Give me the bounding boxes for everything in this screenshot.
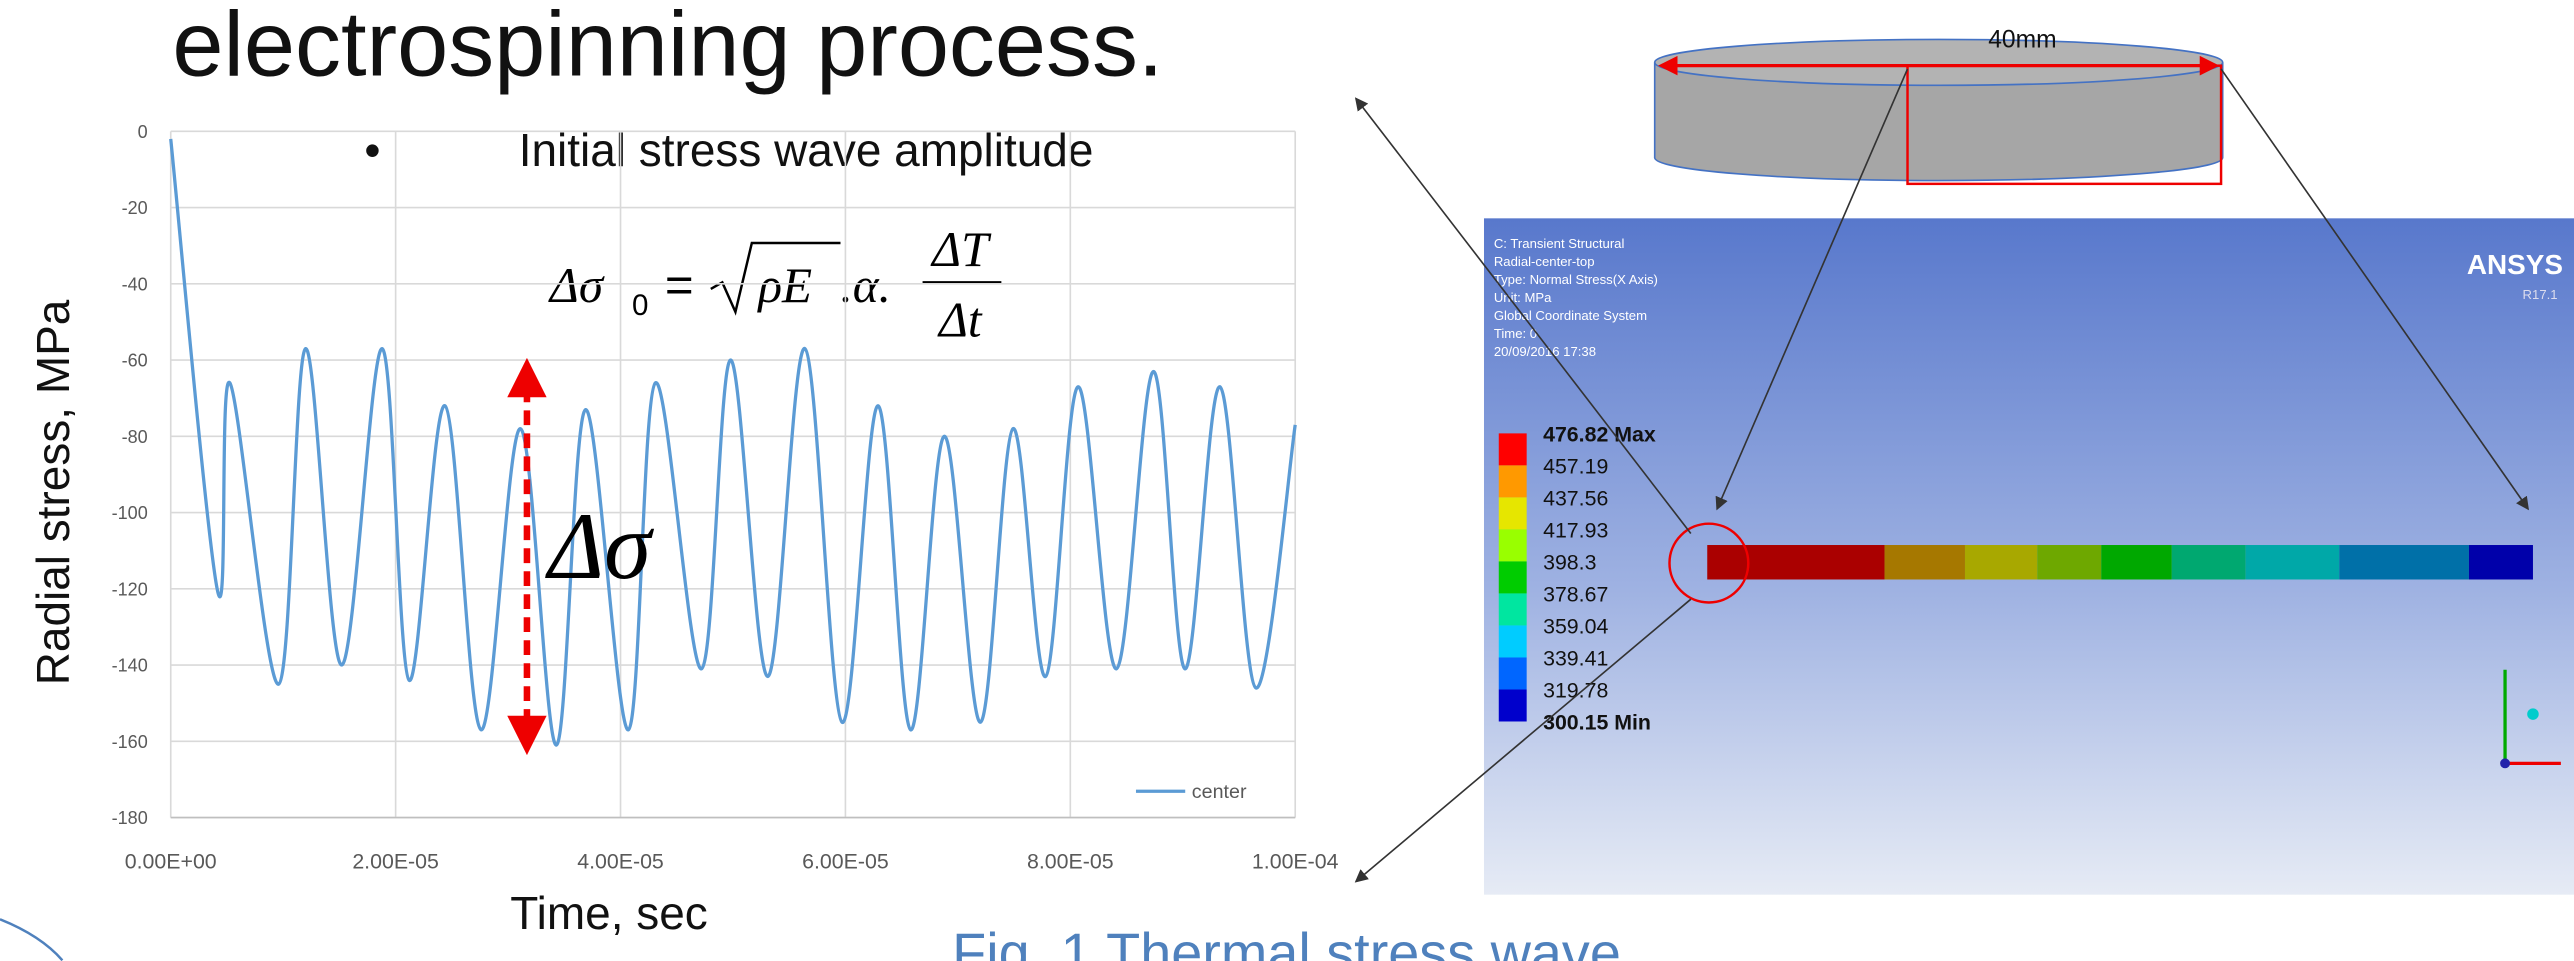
decor-arc: [0, 918, 64, 961]
caption: Fig. 1 Thermal stress wave: [952, 921, 1621, 961]
highlight-circle: [1668, 522, 1750, 604]
y-tick-label: -140: [112, 656, 148, 676]
legend-label: center: [1192, 781, 1247, 803]
legend-value: 339.41: [1543, 647, 1608, 671]
bar-segment: [2468, 545, 2533, 580]
data-line: [169, 138, 1297, 747]
equation: Δσ 0 = ρE .α. ΔT Δt: [548, 222, 1002, 348]
x-tick-label: 0.00E+00: [125, 849, 217, 873]
y-tick-label: -100: [112, 503, 148, 523]
legend-value: 457.19: [1543, 455, 1608, 479]
legend-value: 437.56: [1543, 487, 1608, 511]
pointer: [1354, 97, 1692, 535]
pointer: [1354, 598, 1692, 883]
ansys-header-line: 20/09/2016 17:38: [1494, 344, 1596, 359]
legend-value: 398.3: [1543, 551, 1596, 575]
legend-swatch: [1498, 657, 1527, 690]
legend-swatch: [1498, 689, 1527, 722]
y-tick-label: -80: [122, 427, 148, 447]
eq-den: Δt: [937, 293, 983, 348]
ansys-header-line: Time: 0: [1494, 326, 1537, 341]
x-tick-label: 8.00E-05: [1027, 849, 1114, 873]
legend-value: 378.67: [1543, 583, 1608, 607]
bar-segment: [2171, 545, 2246, 580]
y-tick-label: -60: [122, 351, 148, 371]
y-tick-label: -20: [122, 198, 148, 218]
legend-swatch: [1498, 625, 1527, 658]
bar-segment: [1964, 545, 2038, 580]
ansys-header-line: Global Coordinate System: [1494, 308, 1647, 323]
y-tick-label: -120: [112, 579, 148, 599]
x-tick-label: 2.00E-05: [352, 849, 439, 873]
bar-segment: [2339, 545, 2469, 580]
legend-value: 476.82 Max: [1543, 423, 1656, 447]
ansys-header-line: Unit: MPa: [1494, 290, 1552, 305]
legend-swatch: [1498, 561, 1527, 594]
legend-swatch: [1498, 465, 1527, 498]
pointer: [2220, 68, 2529, 511]
x-axis-title: Time, sec: [510, 887, 707, 939]
disk: 40mm: [1653, 27, 2224, 186]
eq-lhs: Δσ: [548, 258, 605, 313]
delta-sigma: Δσ: [544, 493, 654, 599]
axis-sphere: [2527, 708, 2539, 720]
section-box: [1906, 64, 2223, 186]
bar-segment: [2037, 545, 2102, 580]
legend-swatch: [1498, 593, 1527, 626]
eq-radicand: ρE: [756, 258, 812, 313]
legend-swatch: [1498, 497, 1527, 530]
bullet: •: [364, 124, 380, 176]
ansys-logo: ANSYS: [2467, 249, 2563, 280]
x-tick-label: 4.00E-05: [577, 849, 664, 873]
bar-segment: [2245, 545, 2340, 580]
ansys-panel: ANSYS R17.1 C: Transient Structural Radia…: [1494, 236, 2563, 769]
y-tick-label: -180: [112, 808, 148, 828]
disk-top: [1653, 38, 2224, 87]
x-tick-label: 6.00E-05: [802, 849, 889, 873]
legend-value: 300.15 Min: [1543, 711, 1651, 735]
eq-eq: =: [665, 258, 694, 313]
ansys-header-line: C: Transient Structural: [1494, 236, 1625, 251]
bar-segment: [1884, 545, 1965, 580]
bullet-text: Initial stress wave amplitude: [519, 124, 1094, 176]
y-axis-title: Radial stress, MPa: [27, 299, 79, 685]
slide-title: electrospinning process.: [172, 0, 1163, 96]
axis-origin: [2500, 758, 2510, 769]
chart: -180 -160 -140 -120 -100 -80 -60 -40 -20 0 0.00E+0…: [27, 122, 1339, 939]
eq-sub: 0: [632, 289, 648, 322]
pointer: [1715, 68, 1909, 511]
x-tick-label: 1.00E-04: [1252, 849, 1339, 873]
legend-swatch: [1498, 433, 1527, 466]
ansys-version: R17.1: [2523, 287, 2558, 302]
bar-segment: [1707, 545, 1885, 580]
y-tick-label: -160: [112, 732, 148, 752]
legend-value: 359.04: [1543, 615, 1608, 639]
legend-swatch: [1498, 529, 1527, 562]
legend-value: 319.78: [1543, 679, 1608, 703]
eq-mid: .α.: [840, 258, 890, 313]
dimension-label: 40mm: [1988, 27, 2056, 54]
ansys-header-line: Radial-center-top: [1494, 254, 1595, 269]
y-tick-label: 0: [138, 122, 148, 142]
eq-num: ΔT: [930, 222, 992, 277]
bar-segment: [2101, 545, 2172, 580]
ansys-header-line: Type: Normal Stress(X Axis): [1494, 272, 1658, 287]
y-tick-label: -40: [122, 274, 148, 294]
legend-value: 417.93: [1543, 519, 1608, 543]
